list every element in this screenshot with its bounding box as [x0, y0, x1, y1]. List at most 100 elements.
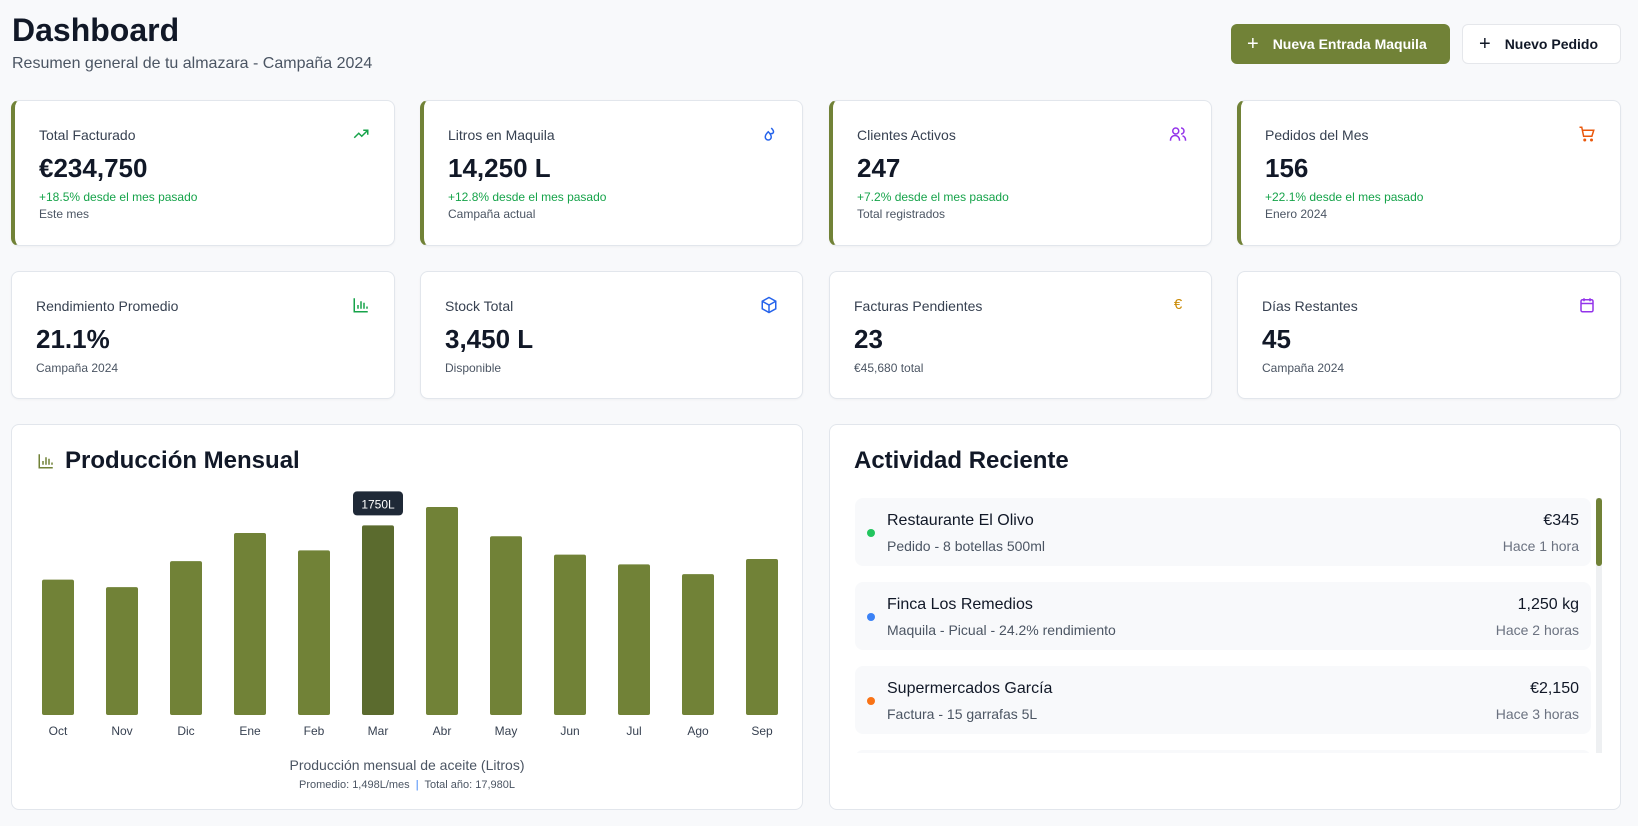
- stat-value: 21.1%: [36, 324, 110, 354]
- cart-icon: [1578, 125, 1596, 143]
- stat-value: 23: [854, 324, 883, 354]
- plus-icon: +: [1247, 32, 1259, 55]
- bar-dic[interactable]: [170, 561, 202, 715]
- activity-name: Supermercados García: [887, 680, 1053, 697]
- bar-mar[interactable]: [362, 525, 394, 715]
- new-maquila-entry-button[interactable]: + Nueva Entrada Maquila: [1231, 24, 1450, 64]
- status-dot: [867, 613, 875, 621]
- activity-time: Hace 2 horas: [1495, 622, 1579, 638]
- stat-card-total-facturado: Total Facturado €234,750 +18.5% desde el…: [11, 100, 395, 246]
- trending-up-icon: [352, 125, 370, 143]
- stat-sub: Campaña 2024: [1262, 361, 1345, 375]
- x-tick-label: Abr: [433, 724, 452, 738]
- stat-change: +12.8% desde el mes pasado: [448, 190, 607, 204]
- scrollbar-thumb[interactable]: [1596, 498, 1602, 566]
- stat-sub: Este mes: [39, 207, 90, 221]
- page-subtitle: Resumen general de tu almazara - Campaña…: [12, 55, 373, 72]
- bar-nov[interactable]: [106, 587, 138, 715]
- tooltip-text: 1750L: [361, 497, 395, 511]
- stat-value: 45: [1262, 324, 1291, 354]
- new-order-button[interactable]: + Nuevo Pedido: [1462, 24, 1621, 64]
- x-tick-label: Nov: [111, 724, 132, 738]
- activity-desc: Factura - 15 garrafas 5L: [887, 706, 1038, 722]
- chart-caption: Producción mensual de aceite (Litros): [289, 757, 525, 773]
- bar-abr[interactable]: [426, 507, 458, 715]
- button-label: Nuevo Pedido: [1504, 36, 1599, 52]
- activity-amount: 1,250 kg: [1517, 596, 1579, 613]
- bar-sep[interactable]: [746, 559, 778, 715]
- bar-ago[interactable]: [682, 574, 714, 715]
- bar-feb[interactable]: [298, 550, 330, 715]
- stat-value: 156: [1265, 153, 1309, 183]
- stat-value: 3,450 L: [445, 324, 534, 354]
- bar-ene[interactable]: [234, 533, 266, 715]
- activity-time: Hace 3 horas: [1495, 706, 1579, 722]
- x-tick-label: Jun: [560, 724, 579, 738]
- activity-title: Actividad Reciente: [854, 447, 1069, 474]
- bar-may[interactable]: [490, 536, 522, 715]
- x-tick-label: Sep: [751, 724, 773, 738]
- activity-amount: €2,150: [1530, 680, 1579, 697]
- stat-label: Litros en Maquila: [448, 127, 555, 143]
- chart-stats: Promedio: 1,498L/mes | Total año: 17,980…: [12, 779, 802, 791]
- stat-card-litros-maquila: Litros en Maquila 14,250 L +12.8% desde …: [420, 100, 803, 246]
- stat-label: Stock Total: [445, 298, 514, 314]
- x-tick-label: May: [495, 724, 518, 738]
- x-tick-label: Feb: [304, 724, 325, 738]
- x-tick-label: Jul: [626, 724, 641, 738]
- bar-jul[interactable]: [618, 564, 650, 715]
- stat-sub: €45,680 total: [854, 361, 924, 375]
- production-title: Producción Mensual: [37, 447, 300, 475]
- stat-label: Clientes Activos: [857, 127, 956, 143]
- activity-amount: €345: [1543, 512, 1579, 529]
- x-tick-label: Ago: [687, 724, 709, 738]
- activity-desc: Maquila - Picual - 24.2% rendimiento: [887, 622, 1116, 638]
- stat-card-clientes-activos: Clientes Activos 247 +7.2% desde el mes …: [829, 100, 1212, 246]
- total-text: Total año: 17,980L: [424, 779, 515, 791]
- x-tick-label: Dic: [177, 724, 194, 738]
- stat-sub: Disponible: [445, 361, 502, 375]
- activity-item[interactable]: Supermercados García Factura - 15 garraf…: [855, 666, 1591, 734]
- stat-card-facturas-pendientes: Facturas Pendientes € 23 €45,680 total: [829, 271, 1212, 399]
- x-tick-label: Ene: [239, 724, 261, 738]
- stat-card-rendimiento: Rendimiento Promedio 21.1% Campaña 2024: [11, 271, 395, 399]
- bar-oct[interactable]: [42, 579, 74, 715]
- activity-list[interactable]: Restaurante El Olivo Pedido - 8 botellas…: [855, 498, 1603, 753]
- scrollbar-track[interactable]: [1596, 498, 1602, 753]
- status-dot: [867, 529, 875, 537]
- stat-card-dias-restantes: Días Restantes 45 Campaña 2024: [1237, 271, 1621, 399]
- activity-name: Restaurante El Olivo: [887, 512, 1034, 529]
- stat-sub: Enero 2024: [1265, 207, 1328, 221]
- stat-value: 14,250 L: [448, 153, 551, 183]
- bar-chart-icon: [352, 296, 370, 314]
- activity-item[interactable]: Finca Los Remedios Maquila - Picual - 24…: [855, 582, 1591, 650]
- stat-value: 247: [857, 153, 901, 183]
- production-chart: Oct Nov Dic Ene Feb Mar 1750L Abr May Jun Jul Ago Se…: [42, 491, 778, 738]
- activity-item[interactable]: Restaurante El Olivo Pedido - 8 botellas…: [855, 498, 1591, 566]
- stat-label: Facturas Pendientes: [854, 298, 983, 314]
- stat-change: +22.1% desde el mes pasado: [1265, 190, 1424, 204]
- x-tick-label: Mar: [368, 724, 389, 738]
- stat-label: Pedidos del Mes: [1265, 127, 1369, 143]
- activity-time: Hace 1 hora: [1502, 538, 1579, 554]
- stat-change: +18.5% desde el mes pasado: [39, 190, 198, 204]
- bar-jun[interactable]: [554, 554, 586, 715]
- stat-card-pedidos-mes: Pedidos del Mes 156 +22.1% desde el mes …: [1237, 100, 1621, 246]
- plus-icon: +: [1479, 32, 1491, 55]
- status-dot: [867, 697, 875, 705]
- production-title-text: Producción Mensual: [65, 447, 300, 474]
- stat-label: Rendimiento Promedio: [36, 298, 179, 314]
- production-panel: Oct Nov Dic Ene Feb Mar 1750L Abr May Jun Jul Ago Se…: [11, 424, 803, 810]
- average-text: Promedio: 1,498L/mes: [299, 779, 410, 791]
- droplets-icon: [760, 125, 778, 143]
- stat-sub: Campaña actual: [448, 207, 536, 221]
- stat-sub: Total registrados: [857, 207, 946, 221]
- tooltip: [353, 491, 403, 516]
- activity-name: Finca Los Remedios: [887, 596, 1033, 613]
- stat-label: Total Facturado: [39, 127, 136, 143]
- activity-item-partial[interactable]: [855, 750, 1591, 753]
- activity-desc: Pedido - 8 botellas 500ml: [887, 538, 1045, 554]
- button-label: Nueva Entrada Maquila: [1272, 36, 1427, 52]
- stat-card-stock-total: Stock Total 3,450 L Disponible: [420, 271, 803, 399]
- users-icon: [1169, 125, 1187, 143]
